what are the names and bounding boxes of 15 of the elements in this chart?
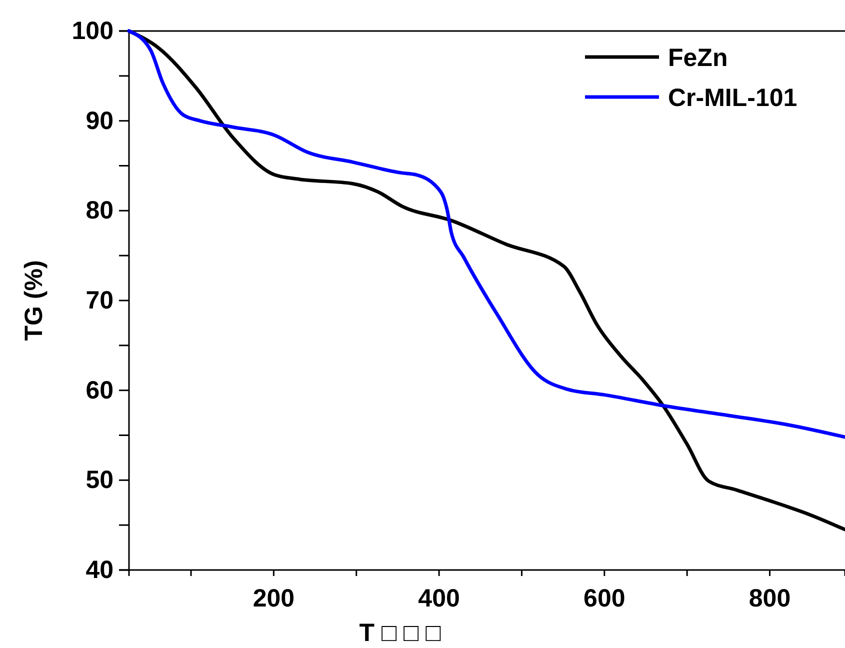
y-tick-label: 100 [72, 17, 114, 45]
x-tick-label: 200 [252, 584, 295, 612]
y-tick-label: 70 [86, 286, 114, 314]
x-tick-label: 600 [584, 584, 626, 612]
y-tick-label: 80 [86, 196, 114, 225]
x-tick-label: 800 [748, 584, 791, 612]
y-tick-label: 40 [86, 556, 114, 584]
legend-label: Cr-MIL-101 [668, 84, 798, 112]
y-axis-title: TG (%) [20, 260, 48, 341]
x-tick-label: 400 [418, 584, 460, 612]
y-tick-label: 60 [86, 376, 114, 404]
x-axis-title: T □ □ □ [359, 619, 442, 647]
y-tick-label: 90 [86, 106, 114, 135]
legend-label: FeZn [668, 44, 728, 72]
y-tick-label: 50 [86, 466, 114, 494]
